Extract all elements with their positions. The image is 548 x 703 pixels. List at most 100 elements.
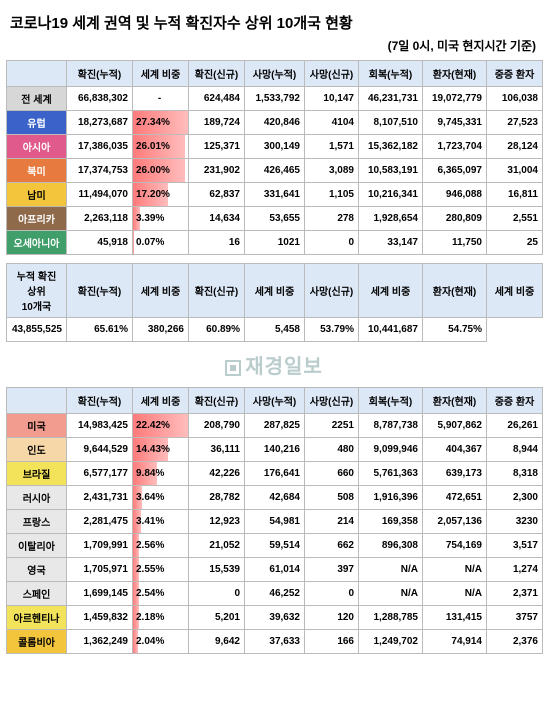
col-header: 회복(누적) <box>359 388 423 414</box>
cell: 36,111 <box>189 438 245 462</box>
col-header: 세계 비중 <box>359 264 423 318</box>
cell: 42,226 <box>189 462 245 486</box>
cell: 46,231,731 <box>359 87 423 111</box>
cell: 300,149 <box>245 135 305 159</box>
cell: 1,705,971 <box>67 558 133 582</box>
cell: 59,514 <box>245 534 305 558</box>
table-row: 미국14,983,42522.42%208,790287,82522518,78… <box>7 414 543 438</box>
cell: 8,787,738 <box>359 414 423 438</box>
col-header: 환자(현재) <box>423 61 487 87</box>
table-row: 이탈리아1,709,9912.56%21,05259,514662896,308… <box>7 534 543 558</box>
cell: 639,173 <box>423 462 487 486</box>
cell: 1,288,785 <box>359 606 423 630</box>
col-header: 사망(누적) <box>245 61 305 87</box>
cell: 11,494,070 <box>67 183 133 207</box>
cell: 397 <box>305 558 359 582</box>
cell: 74,914 <box>423 630 487 654</box>
cell: 2.55% <box>133 558 189 582</box>
cell: 287,825 <box>245 414 305 438</box>
col-header: 환자(현재) <box>423 264 487 318</box>
cell: - <box>133 87 189 111</box>
cell: 1,249,702 <box>359 630 423 654</box>
table-row: 아프리카2,263,1183.39%14,63453,6552781,928,6… <box>7 207 543 231</box>
col-header: 환자(현재) <box>423 388 487 414</box>
cell: 46,252 <box>245 582 305 606</box>
cell: 1,723,704 <box>423 135 487 159</box>
page-subtitle: (7일 0시, 미국 현지시간 기준) <box>6 35 542 60</box>
cell: 1,105 <box>305 183 359 207</box>
cell: 8,944 <box>487 438 543 462</box>
cell: 12,923 <box>189 510 245 534</box>
cell: 6,577,177 <box>67 462 133 486</box>
cell: 624,484 <box>189 87 245 111</box>
region-table: 확진(누적)세계 비중확진(신규)사망(누적)사망(신규)회복(누적)환자(현재… <box>6 60 543 255</box>
cell: 19,072,779 <box>423 87 487 111</box>
cell: 3.41% <box>133 510 189 534</box>
cell: 1,533,792 <box>245 87 305 111</box>
col-header: 세계 비중 <box>487 264 543 318</box>
cell: 1,699,145 <box>67 582 133 606</box>
table-header-row: 확진(누적)세계 비중확진(신규)사망(누적)사망(신규)회복(누적)환자(현재… <box>7 388 543 414</box>
cell: 53,655 <box>245 207 305 231</box>
cell: 1021 <box>245 231 305 255</box>
cell: 404,367 <box>423 438 487 462</box>
cell: 208,790 <box>189 414 245 438</box>
cell: N/A <box>359 582 423 606</box>
cell: 420,846 <box>245 111 305 135</box>
col-header: 세계 비중 <box>133 388 189 414</box>
col-header: 세계 비중 <box>133 264 189 318</box>
region-label: 영국 <box>7 558 67 582</box>
cell: 15,539 <box>189 558 245 582</box>
summary-table: 누적 확진상위10개국확진(누적)세계 비중확진(신규)세계 비중사망(신규)세… <box>6 263 543 342</box>
cell: 5,458 <box>245 318 305 342</box>
cell: 31,004 <box>487 159 543 183</box>
col-header: 확진(누적) <box>67 388 133 414</box>
cell: N/A <box>359 558 423 582</box>
cell: 17,374,753 <box>67 159 133 183</box>
cell: 9,099,946 <box>359 438 423 462</box>
cell: 0 <box>189 582 245 606</box>
cell: 62,837 <box>189 183 245 207</box>
cell: 27.34% <box>133 111 189 135</box>
cell: 480 <box>305 438 359 462</box>
cell: 28,782 <box>189 486 245 510</box>
cell: 54.75% <box>423 318 487 342</box>
cell: 5,907,862 <box>423 414 487 438</box>
page-title: 코로나19 세계 권역 및 누적 확진자수 상위 10개국 현황 <box>6 6 542 35</box>
country-table: 확진(누적)세계 비중확진(신규)사망(누적)사망(신규)회복(누적)환자(현재… <box>6 387 543 654</box>
cell: 2.04% <box>133 630 189 654</box>
cell: 65.61% <box>67 318 133 342</box>
cell: 14.43% <box>133 438 189 462</box>
cell: N/A <box>423 558 487 582</box>
table-row: 오세아니아45,9180.07%161021033,14711,75025 <box>7 231 543 255</box>
cell: 231,902 <box>189 159 245 183</box>
cell: 9,644,529 <box>67 438 133 462</box>
cell: 27,523 <box>487 111 543 135</box>
region-label: 인도 <box>7 438 67 462</box>
cell: 2.18% <box>133 606 189 630</box>
cell: 16 <box>189 231 245 255</box>
col-header: 확진(누적) <box>67 61 133 87</box>
region-label: 아르헨티나 <box>7 606 67 630</box>
cell: 17.20% <box>133 183 189 207</box>
cell: 9,745,331 <box>423 111 487 135</box>
watermark: 재경일보 <box>6 342 542 387</box>
cell: 37,633 <box>245 630 305 654</box>
cell: 278 <box>305 207 359 231</box>
cell: 166 <box>305 630 359 654</box>
cell: 26.01% <box>133 135 189 159</box>
cell: 2,551 <box>487 207 543 231</box>
cell: 1,459,832 <box>67 606 133 630</box>
col-header: 확진(신규) <box>189 61 245 87</box>
cell: 2.54% <box>133 582 189 606</box>
cell: 189,724 <box>189 111 245 135</box>
table-row: 콜롬비아1,362,2492.04%9,64237,6331661,249,70… <box>7 630 543 654</box>
cell: 9.84% <box>133 462 189 486</box>
cell: 4104 <box>305 111 359 135</box>
cell: 43,855,525 <box>7 318 67 342</box>
cell: 9,642 <box>189 630 245 654</box>
cell: 0.07% <box>133 231 189 255</box>
cell: 3,517 <box>487 534 543 558</box>
region-label: 오세아니아 <box>7 231 67 255</box>
region-label: 전 세계 <box>7 87 67 111</box>
